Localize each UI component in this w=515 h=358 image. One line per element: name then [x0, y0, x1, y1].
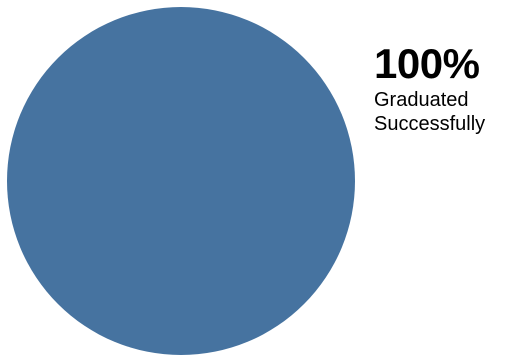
- slice-data-label: 100% Graduated Successfully: [374, 40, 485, 136]
- slice-label-line-1: Graduated: [374, 89, 469, 111]
- slice-percent-label: 100%: [374, 40, 480, 87]
- pie-slice-graduated-successfully: [7, 7, 355, 355]
- slice-label-line-2: Successfully: [374, 113, 486, 135]
